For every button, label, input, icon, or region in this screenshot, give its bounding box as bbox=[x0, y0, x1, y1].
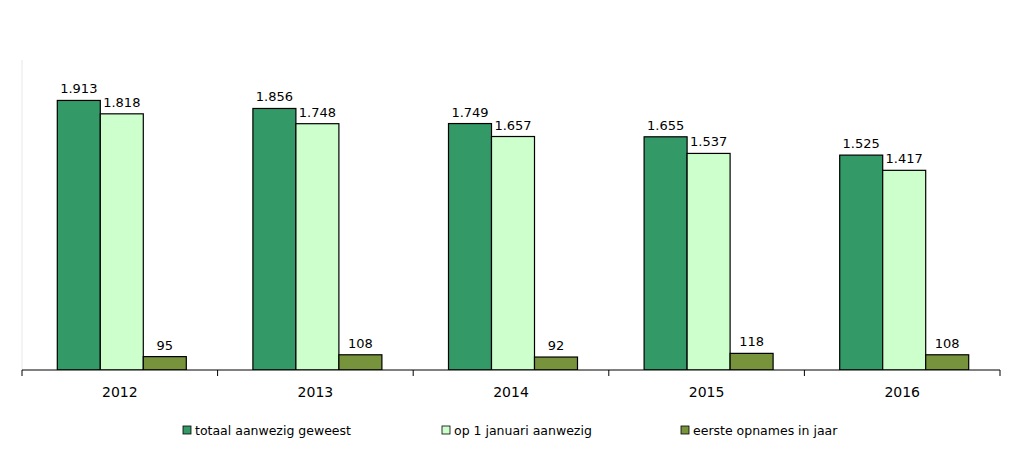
x-tick-divider bbox=[608, 370, 609, 376]
bar bbox=[100, 114, 143, 370]
bar bbox=[644, 137, 687, 370]
data-label: 1.913 bbox=[60, 81, 97, 96]
bar bbox=[253, 108, 296, 370]
legend-label: op 1 januari aanwezig bbox=[454, 423, 592, 438]
legend-swatch bbox=[183, 426, 191, 434]
chart-container: 1.913 1.818 95 1.856 1.748 108 1.749 1.657 92 1.6… bbox=[0, 0, 1024, 450]
x-tick-divider bbox=[217, 370, 218, 376]
bar bbox=[535, 357, 578, 370]
plot-area bbox=[57, 100, 968, 370]
x-tick-label: 2012 bbox=[102, 384, 138, 400]
data-label: 1.537 bbox=[690, 134, 727, 149]
data-label: 1.417 bbox=[886, 151, 923, 166]
x-tick-divider bbox=[22, 370, 23, 376]
data-label: 1.657 bbox=[494, 118, 531, 133]
x-tick-divider bbox=[413, 370, 414, 376]
data-label: 1.749 bbox=[451, 105, 488, 120]
legend-label: eerste opnames in jaar bbox=[693, 423, 838, 438]
bar bbox=[883, 170, 926, 370]
data-label: 1.525 bbox=[843, 136, 880, 151]
x-axis-line bbox=[22, 370, 1000, 371]
bar bbox=[840, 155, 883, 370]
data-label: 118 bbox=[739, 334, 764, 349]
x-tick-label: 2014 bbox=[493, 384, 529, 400]
legend-swatch bbox=[442, 426, 450, 434]
x-tick-label: 2015 bbox=[689, 384, 725, 400]
bar bbox=[492, 137, 535, 370]
bar bbox=[339, 355, 382, 370]
bar bbox=[926, 355, 969, 370]
data-label: 108 bbox=[935, 336, 960, 351]
data-label: 92 bbox=[548, 338, 565, 353]
data-label: 1.856 bbox=[256, 89, 293, 104]
bar bbox=[57, 100, 100, 370]
legend-swatch bbox=[681, 426, 689, 434]
x-tick-divider bbox=[804, 370, 805, 376]
data-labels: 1.913 1.818 95 1.856 1.748 108 1.749 1.657 92 1.6… bbox=[60, 81, 959, 353]
data-label: 95 bbox=[157, 338, 174, 353]
data-label: 1.818 bbox=[103, 95, 140, 110]
bar bbox=[143, 357, 186, 370]
data-label: 1.748 bbox=[299, 105, 336, 120]
x-tick-divider bbox=[1000, 370, 1001, 376]
bar bbox=[449, 124, 492, 370]
legend: totaal aanwezig geweest op 1 januari aanw… bbox=[183, 423, 838, 438]
data-label: 1.655 bbox=[647, 118, 684, 133]
bar bbox=[730, 353, 773, 370]
data-label: 108 bbox=[348, 336, 373, 351]
chart-svg: 1.913 1.818 95 1.856 1.748 108 1.749 1.657 92 1.6… bbox=[0, 0, 1024, 450]
x-tick-label: 2013 bbox=[298, 384, 334, 400]
x-tick-label: 2016 bbox=[884, 384, 920, 400]
y-axis-line bbox=[22, 60, 23, 370]
legend-label: totaal aanwezig geweest bbox=[195, 423, 351, 438]
bar bbox=[296, 124, 339, 370]
bar bbox=[687, 153, 730, 370]
